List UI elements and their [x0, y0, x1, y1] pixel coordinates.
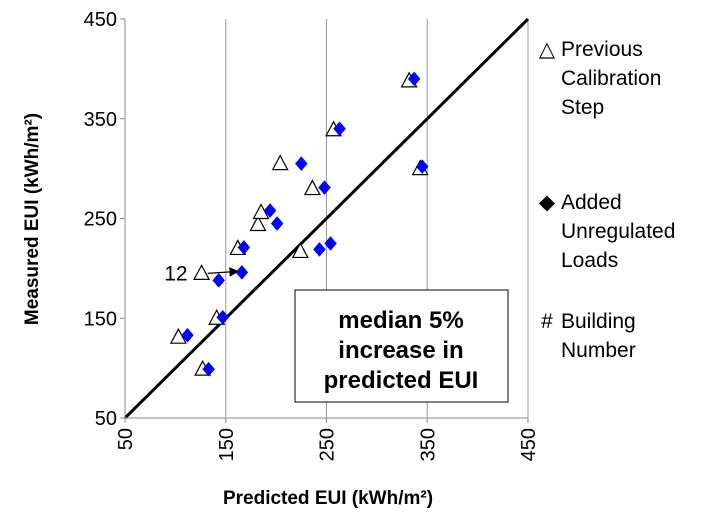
unregulated-loads-point — [333, 121, 346, 137]
unregulated-loads-point — [237, 240, 251, 255]
x-axis-title: Predicted EUI (kWh/m²) — [223, 488, 433, 509]
unregulated-loads-point — [313, 242, 326, 257]
tick-labels: 50 150 250 350 450 50 150 250 350 450 — [84, 9, 540, 461]
median-box-line: increase in — [338, 337, 463, 364]
legend: △ Previous Calibration Step ◆ Added Unregulate… — [539, 38, 676, 362]
x-tick-label: 250 — [317, 428, 339, 461]
previous-calibration-point — [303, 179, 321, 196]
unregulated-loads-point — [212, 272, 226, 288]
unregulated-loads-point — [263, 203, 277, 218]
unregulated-loads-point — [216, 309, 230, 325]
legend-label: Loads — [561, 249, 618, 272]
previous-calibration-point — [291, 242, 309, 259]
legend-label: Number — [561, 339, 636, 362]
one-to-one-line — [123, 17, 530, 420]
data-points — [169, 71, 429, 377]
legend-label: Previous — [561, 38, 643, 61]
unregulated-loads-point — [294, 156, 308, 172]
y-tick-label: 50 — [95, 408, 117, 430]
unregulated-loads-point — [270, 216, 284, 231]
legend-symbol: △ — [539, 38, 556, 61]
legend-item: ◆ Added Unregulated Loads — [539, 191, 676, 272]
unregulated-loads-point — [415, 159, 429, 175]
legend-label: Unregulated — [561, 220, 675, 243]
building-number-arrow — [207, 267, 240, 277]
unregulated-loads-point — [202, 361, 215, 377]
legend-symbol: # — [541, 310, 553, 333]
legend-label: Building — [561, 310, 636, 333]
building-number-label: 12 — [164, 262, 187, 285]
legend-label: Calibration — [561, 67, 661, 90]
legend-item: # Building Number — [541, 310, 636, 362]
unregulated-loads-point — [318, 180, 331, 195]
y-tick-label: 350 — [84, 109, 117, 131]
x-tick-label: 150 — [216, 428, 238, 461]
x-tick-label: 450 — [518, 428, 540, 461]
legend-symbol: ◆ — [539, 191, 556, 214]
unregulated-loads-point — [324, 236, 337, 251]
legend-item: △ Previous Calibration Step — [539, 38, 661, 119]
y-tick-label: 150 — [84, 308, 117, 330]
y-tick-label: 250 — [84, 209, 117, 231]
x-tick-label: 350 — [417, 428, 439, 461]
previous-calibration-point — [249, 215, 267, 232]
previous-calibration-point — [193, 264, 211, 280]
y-axis-title: Measured EUI (kWh/m²) — [22, 113, 43, 325]
previous-calibration-point — [271, 154, 289, 171]
unregulated-loads-point — [181, 327, 194, 343]
unregulated-loads-point — [235, 264, 249, 280]
y-tick-label: 450 — [84, 9, 117, 31]
axes — [120, 18, 529, 423]
median-increase-box: median 5% increase in predicted EUI — [294, 289, 509, 403]
median-box-frame — [294, 289, 509, 403]
median-box-line: predicted EUI — [324, 367, 479, 394]
unregulated-loads-point — [407, 71, 421, 87]
legend-label: Added — [561, 191, 622, 214]
legend-label: Step — [561, 96, 604, 119]
annotations: 12 — [164, 262, 240, 285]
x-tick-label: 50 — [115, 428, 137, 450]
median-box-line: median 5% — [338, 307, 463, 334]
